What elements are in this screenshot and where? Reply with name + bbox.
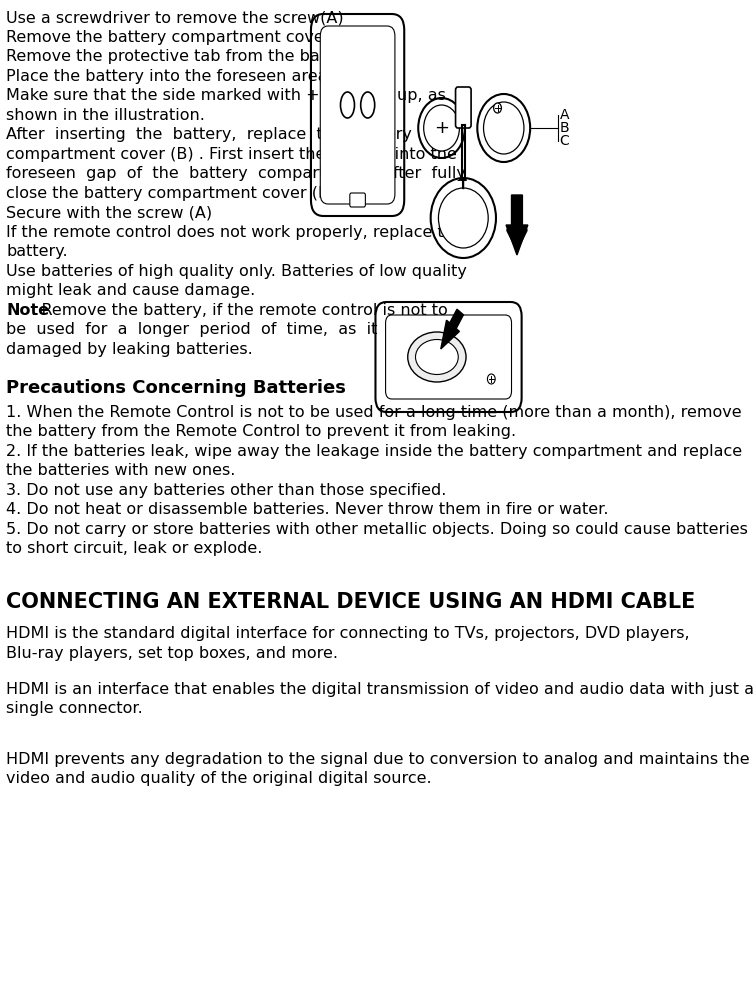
Circle shape <box>477 94 530 162</box>
Text: CONNECTING AN EXTERNAL DEVICE USING AN HDMI CABLE: CONNECTING AN EXTERNAL DEVICE USING AN H… <box>6 592 696 613</box>
Text: HDMI is the standard digital interface for connecting to TVs, projectors, DVD pl: HDMI is the standard digital interface f… <box>6 626 689 641</box>
Text: the battery from the Remote Control to prevent it from leaking.: the battery from the Remote Control to p… <box>6 424 516 439</box>
Text: 3. Do not use any batteries other than those specified.: 3. Do not use any batteries other than t… <box>6 483 447 498</box>
FancyBboxPatch shape <box>386 315 512 399</box>
Text: Use a screwdriver to remove the screw(A): Use a screwdriver to remove the screw(A) <box>6 10 344 25</box>
Text: close the battery compartment cover (B): close the battery compartment cover (B) <box>6 185 336 200</box>
Text: video and audio quality of the original digital source.: video and audio quality of the original … <box>6 772 432 787</box>
Text: 2. If the batteries leak, wipe away the leakage inside the battery compartment a: 2. If the batteries leak, wipe away the … <box>6 444 742 459</box>
Ellipse shape <box>431 178 496 258</box>
Text: Secure with the screw (A): Secure with the screw (A) <box>6 205 212 220</box>
FancyBboxPatch shape <box>321 26 395 204</box>
Circle shape <box>418 98 465 158</box>
Ellipse shape <box>416 340 458 374</box>
Text: shown in the illustration.: shown in the illustration. <box>6 108 205 123</box>
Text: Make sure that the side marked with + is facing up, as: Make sure that the side marked with + is… <box>6 88 446 103</box>
Text: Note: Note <box>6 303 49 318</box>
Text: to short circuit, leak or explode.: to short circuit, leak or explode. <box>6 542 262 557</box>
Text: Place the battery into the foreseen area.: Place the battery into the foreseen area… <box>6 69 333 84</box>
Text: Remove the protective tab from the battery.: Remove the protective tab from the batte… <box>6 49 361 64</box>
Text: be  used  for  a  longer  period  of  time,  as  it  might  be: be used for a longer period of time, as … <box>6 322 465 337</box>
Text: B: B <box>559 121 569 135</box>
Text: 1. When the Remote Control is not to be used for a long time (more than a month): 1. When the Remote Control is not to be … <box>6 405 742 420</box>
Text: After  inserting  the  battery,  replace  the  battery: After inserting the battery, replace the… <box>6 127 412 142</box>
Circle shape <box>494 103 501 113</box>
FancyBboxPatch shape <box>350 193 365 207</box>
Text: damaged by leaking batteries.: damaged by leaking batteries. <box>6 342 253 357</box>
Text: C: C <box>559 134 569 148</box>
Text: battery.: battery. <box>6 244 68 259</box>
Text: A: A <box>559 108 569 122</box>
Text: Use batteries of high quality only. Batteries of low quality: Use batteries of high quality only. Batt… <box>6 264 467 279</box>
Text: : Remove the battery, if the remote control is not to: : Remove the battery, if the remote cont… <box>31 303 448 318</box>
Text: Precautions Concerning Batteries: Precautions Concerning Batteries <box>6 378 346 396</box>
Text: compartment cover (B) . First insert the flap (C) into the: compartment cover (B) . First insert the… <box>6 146 457 161</box>
Text: HDMI is an interface that enables the digital transmission of video and audio da: HDMI is an interface that enables the di… <box>6 682 754 697</box>
Ellipse shape <box>438 188 488 248</box>
Polygon shape <box>506 195 528 255</box>
Circle shape <box>488 374 495 384</box>
Ellipse shape <box>340 92 355 118</box>
Text: Blu-ray players, set top boxes, and more.: Blu-ray players, set top boxes, and more… <box>6 645 338 660</box>
FancyBboxPatch shape <box>311 14 404 216</box>
Text: 4. Do not heat or disassemble batteries. Never throw them in fire or water.: 4. Do not heat or disassemble batteries.… <box>6 502 609 517</box>
FancyBboxPatch shape <box>376 302 522 412</box>
Text: single connector.: single connector. <box>6 701 143 716</box>
Text: the batteries with new ones.: the batteries with new ones. <box>6 463 236 478</box>
Circle shape <box>423 105 460 151</box>
Ellipse shape <box>407 332 466 382</box>
Text: 5. Do not carry or store batteries with other metallic objects. Doing so could c: 5. Do not carry or store batteries with … <box>6 522 748 537</box>
Text: foreseen  gap  of  the  battery  compartment.  After  fully: foreseen gap of the battery compartment.… <box>6 166 466 181</box>
Polygon shape <box>441 309 463 349</box>
Text: +: + <box>434 119 449 137</box>
Text: If the remote control does not work properly, replace the: If the remote control does not work prop… <box>6 224 464 239</box>
Ellipse shape <box>361 92 375 118</box>
FancyBboxPatch shape <box>456 87 471 128</box>
Text: HDMI prevents any degradation to the signal due to conversion to analog and main: HDMI prevents any degradation to the sig… <box>6 752 750 767</box>
Circle shape <box>484 102 524 154</box>
Text: might leak and cause damage.: might leak and cause damage. <box>6 283 256 298</box>
Text: Remove the battery compartment cover(B): Remove the battery compartment cover(B) <box>6 30 355 45</box>
